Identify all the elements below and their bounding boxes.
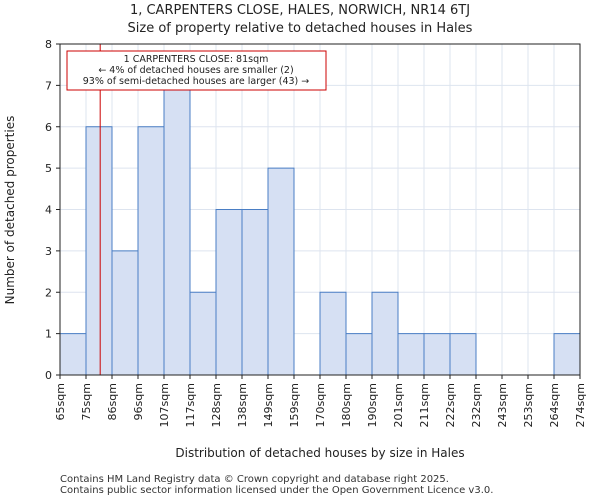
histogram-bar	[241, 209, 269, 376]
x-tick-label: 211sqm	[418, 383, 431, 427]
annotation-line-1: 1 CARPENTERS CLOSE: 81sqm	[124, 54, 269, 65]
chart-subtitle: Size of property relative to detached ho…	[128, 21, 473, 36]
annotation-box: 1 CARPENTERS CLOSE: 81sqm ← 4% of detach…	[66, 50, 327, 91]
y-axis: 0 1 2 3 4 5 6 7 8	[45, 38, 60, 382]
x-tick-label: 65sqm	[54, 383, 67, 420]
x-tick-label: 75sqm	[80, 383, 93, 420]
histogram-bar	[553, 333, 581, 376]
histogram-bar	[137, 126, 165, 376]
x-tick-label: 180sqm	[340, 383, 353, 427]
histogram-bar	[111, 250, 139, 376]
x-tick-label: 149sqm	[262, 383, 275, 427]
histogram-bar	[189, 291, 217, 376]
y-axis-label: Number of detached properties	[3, 116, 17, 305]
histogram-bar	[371, 291, 399, 376]
annotation-frame	[66, 50, 327, 91]
y-tick-label: 8	[45, 38, 52, 51]
x-tick-label: 253sqm	[522, 383, 535, 427]
x-tick-label: 274sqm	[574, 383, 587, 427]
histogram-bar	[397, 333, 425, 376]
histogram-bar	[215, 209, 243, 376]
histogram-bar	[267, 167, 295, 376]
x-tick-label: 86sqm	[106, 383, 119, 420]
annotation-line-2: ← 4% of detached houses are smaller (2)	[98, 65, 293, 76]
x-tick-label: 264sqm	[548, 383, 561, 427]
x-tick-label: 117sqm	[184, 383, 197, 427]
x-tick-label: 128sqm	[210, 383, 223, 427]
histogram-bar	[319, 291, 347, 376]
histogram-bar	[163, 84, 191, 376]
x-tick-label: 138sqm	[236, 383, 249, 427]
y-tick-label: 5	[45, 162, 52, 175]
y-tick-label: 2	[45, 286, 52, 299]
x-tick-label: 222sqm	[444, 383, 457, 427]
bars	[59, 84, 581, 376]
histogram-bar	[449, 333, 477, 376]
y-tick-label: 3	[45, 245, 52, 258]
x-tick-label: 159sqm	[288, 383, 301, 427]
y-tick-label: 6	[45, 121, 52, 134]
y-tick-label: 7	[45, 79, 52, 92]
chart-title: 1, CARPENTERS CLOSE, HALES, NORWICH, NR1…	[130, 3, 470, 18]
histogram-bar	[85, 126, 113, 376]
x-tick-label: 96sqm	[132, 383, 145, 420]
x-axis: 65sqm 75sqm 86sqm 96sqm 107sqm 117sqm 128sqm 13…	[54, 375, 587, 427]
histogram-bar	[59, 333, 87, 376]
histogram-bar	[423, 333, 451, 376]
x-tick-label: 170sqm	[314, 383, 327, 427]
histogram-bar	[345, 333, 373, 376]
y-tick-label: 4	[45, 204, 52, 217]
x-tick-label: 243sqm	[496, 383, 509, 427]
y-tick-label: 1	[45, 328, 52, 341]
x-tick-label: 232sqm	[470, 383, 483, 427]
x-tick-label: 107sqm	[158, 383, 171, 427]
x-tick-label: 201sqm	[392, 383, 405, 427]
annotation-line-3: 93% of semi-detached houses are larger (…	[83, 76, 310, 87]
footer-line-1: Contains HM Land Registry data © Crown c…	[60, 474, 449, 485]
x-axis-label: Distribution of detached houses by size …	[175, 446, 464, 460]
histogram-chart: 1, CARPENTERS CLOSE, HALES, NORWICH, NR1…	[3, 3, 587, 460]
y-tick-label: 0	[45, 369, 52, 382]
footer-line-2: Contains public sector information licen…	[60, 485, 494, 496]
x-tick-label: 190sqm	[366, 383, 379, 427]
